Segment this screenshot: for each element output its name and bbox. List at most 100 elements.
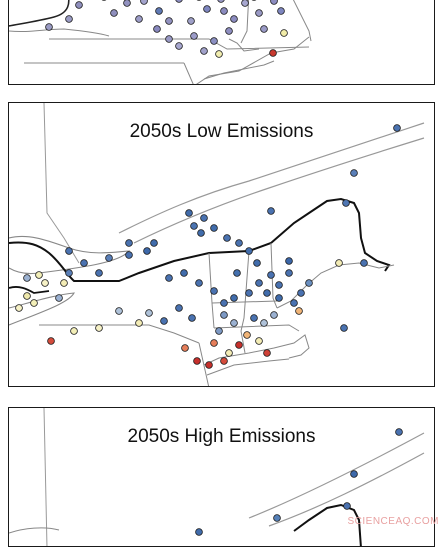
station-marker <box>306 280 313 287</box>
station-marker <box>16 305 23 312</box>
coastline <box>194 37 309 85</box>
station-marker <box>191 223 198 230</box>
station-marker <box>211 38 218 45</box>
station-marker <box>271 0 278 4</box>
station-marker <box>56 295 63 302</box>
station-marker <box>66 16 73 23</box>
station-marker <box>42 280 49 287</box>
station-marker <box>24 275 31 282</box>
watermark-text: SCIENCEAQ.COM <box>347 516 439 527</box>
station-marker <box>261 320 268 327</box>
station-marker <box>254 260 261 267</box>
station-marker <box>276 282 283 289</box>
station-marker <box>264 290 271 297</box>
station-marker <box>211 225 218 232</box>
st-lawrence-river <box>134 138 424 243</box>
station-marker <box>182 345 189 352</box>
station-marker <box>211 288 218 295</box>
station-marker <box>191 33 198 40</box>
station-marker <box>141 0 148 4</box>
panel-title: 2050s Low Emissions <box>9 121 434 143</box>
station-marker <box>298 290 305 297</box>
station-marker <box>270 50 277 57</box>
station-marker <box>36 272 43 279</box>
station-marker <box>226 350 233 357</box>
station-marker <box>156 8 163 15</box>
station-marker <box>268 208 275 215</box>
station-marker <box>251 315 258 322</box>
station-marker <box>176 0 183 2</box>
station-marker <box>146 310 153 317</box>
station-marker <box>344 503 351 510</box>
map-canvas <box>9 0 435 85</box>
station-marker <box>124 0 131 6</box>
coastline <box>289 0 311 41</box>
station-marker <box>336 260 343 267</box>
station-marker <box>341 325 348 332</box>
station-marker <box>231 295 238 302</box>
station-marker <box>236 342 243 349</box>
station-marker <box>96 270 103 277</box>
station-marker <box>186 210 193 217</box>
station-marker <box>144 248 151 255</box>
station-marker <box>224 235 231 242</box>
station-marker <box>66 248 73 255</box>
station-marker <box>271 312 278 319</box>
station-marker <box>189 315 196 322</box>
state-border <box>184 63 194 85</box>
station-marker <box>166 18 173 25</box>
station-marker <box>216 51 223 58</box>
station-marker <box>166 36 173 43</box>
station-marker <box>291 300 298 307</box>
station-marker <box>71 328 78 335</box>
station-marker <box>226 28 233 35</box>
state-border <box>214 325 299 331</box>
station-marker <box>106 255 113 262</box>
station-marker <box>81 260 88 267</box>
station-marker <box>126 252 133 259</box>
station-marker <box>211 340 218 347</box>
station-marker <box>264 350 271 357</box>
station-marker <box>242 0 249 6</box>
station-marker <box>221 300 228 307</box>
station-marker <box>286 258 293 265</box>
map-panel-baseline <box>8 0 435 85</box>
station-marker <box>136 16 143 23</box>
station-marker <box>194 358 201 365</box>
station-marker <box>236 240 243 247</box>
station-marker <box>246 290 253 297</box>
station-marker <box>96 325 103 332</box>
map-canvas <box>9 103 435 387</box>
station-marker <box>274 515 281 522</box>
station-marker <box>296 308 303 315</box>
station-marker <box>278 8 285 15</box>
station-marker <box>151 240 158 247</box>
station-marker <box>181 270 188 277</box>
station-marker <box>351 471 358 478</box>
lake-ontario-outline <box>9 29 109 36</box>
station-marker <box>244 332 251 339</box>
us-canada-border <box>9 199 389 281</box>
station-marker <box>246 248 253 255</box>
lake-shoreline <box>9 0 69 26</box>
station-marker <box>261 26 268 33</box>
station-marker <box>201 215 208 222</box>
lake-shoreline <box>9 528 59 533</box>
station-marker <box>161 318 168 325</box>
station-marker <box>231 320 238 327</box>
long-island-outline <box>204 61 274 79</box>
station-marker <box>221 358 228 365</box>
station-marker <box>111 10 118 17</box>
station-marker <box>166 275 173 282</box>
station-marker <box>176 305 183 312</box>
station-marker <box>198 230 205 237</box>
station-marker <box>176 43 183 50</box>
station-marker <box>276 295 283 302</box>
station-marker <box>256 280 263 287</box>
station-marker <box>216 328 223 335</box>
station-marker <box>126 240 133 247</box>
station-marker <box>206 362 213 369</box>
station-marker <box>154 26 161 33</box>
station-marker <box>286 270 293 277</box>
station-marker <box>221 8 228 15</box>
